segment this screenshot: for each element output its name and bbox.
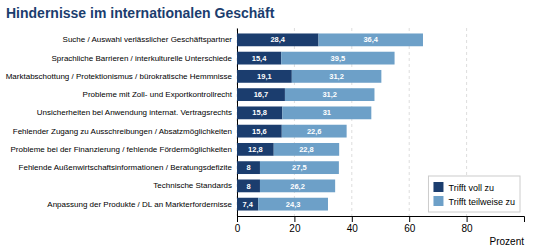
tick-label: 60 — [404, 223, 416, 234]
bar — [281, 52, 394, 65]
legend-item: Trifft voll zu — [433, 182, 494, 193]
bar — [260, 161, 339, 174]
data-label: 8 — [246, 182, 250, 191]
bars — [237, 33, 423, 210]
tick-label: Probleme mit Zoll- und Exportkontrollrec… — [83, 90, 233, 99]
legend-box — [428, 176, 520, 212]
tick-label: Suche / Auswahl verlässlicher Geschäftsp… — [63, 35, 233, 44]
tick: Probleme mit Zoll- und Exportkontrollrec… — [83, 90, 237, 99]
series — [258, 33, 423, 210]
tick: Unsicherheiten bei Anwendung internat. V… — [37, 108, 237, 117]
tick-label: Technische Standards — [153, 181, 232, 190]
data-label: 16,7 — [254, 90, 269, 99]
data-label: 12,8 — [248, 145, 263, 154]
bar — [237, 179, 260, 192]
data-label: 31,2 — [329, 72, 344, 81]
bar — [237, 70, 292, 83]
data-label: 22,8 — [299, 145, 314, 154]
bar — [237, 33, 319, 46]
bar — [237, 143, 274, 156]
tick-label: Unsicherheiten bei Anwendung internat. V… — [37, 108, 232, 117]
bar — [285, 88, 375, 101]
tick-label: Marktabschottung / Protektionismus / bür… — [6, 72, 233, 81]
data-label: 39,5 — [331, 54, 346, 63]
data-label: 15,6 — [252, 127, 267, 136]
data-label: 26,2 — [290, 182, 305, 191]
bar — [260, 179, 335, 192]
data-label: 28,4 — [270, 35, 285, 44]
tick: 40 — [347, 216, 359, 234]
tick-mark — [409, 216, 410, 222]
tick-mark — [294, 216, 295, 222]
tick: Technische Standards — [153, 181, 237, 190]
tick: 80 — [462, 216, 474, 234]
data-label: 27,5 — [292, 163, 307, 172]
legend-swatch — [433, 196, 443, 206]
y-axis: Suche / Auswahl verlässlicher Geschäftsp… — [6, 29, 238, 217]
tick: 60 — [404, 216, 416, 234]
tick: 20 — [289, 216, 301, 234]
grid-line — [409, 28, 410, 216]
tick: Fehlende Außenwirtschaftsinformationen /… — [19, 163, 237, 172]
data-label: 24,3 — [286, 200, 301, 209]
tick: 0 — [235, 216, 241, 234]
data-label: 8 — [246, 163, 250, 172]
data-label: 15,4 — [252, 54, 267, 63]
legend-item: Trifft teilweise zu — [433, 196, 515, 207]
data-label: 19,1 — [257, 72, 272, 81]
tick-mark — [467, 216, 468, 222]
tick: Probleme bei der Finanzierung / fehlende… — [11, 145, 237, 154]
bar — [282, 125, 347, 138]
tick: Sprachliche Barrieren / interkulturelle … — [51, 54, 237, 63]
tick-label: Sprachliche Barrieren / interkulturelle … — [51, 54, 232, 63]
tick: Marktabschottung / Protektionismus / bür… — [6, 72, 237, 81]
x-label: Prozent — [490, 236, 525, 247]
bar — [237, 125, 282, 138]
bar — [237, 161, 260, 174]
data-label: 31,2 — [322, 90, 337, 99]
tick-label: Fehlender Zugang zu Ausschreibungen / Ab… — [13, 127, 232, 136]
legend: Trifft voll zu Trifft teilweise zu — [428, 176, 520, 212]
bar — [237, 106, 282, 119]
tick-label: 0 — [235, 223, 241, 234]
legend-label: Trifft voll zu — [448, 183, 494, 193]
title: Hindernisse im internationalen Geschäft — [6, 5, 275, 21]
data-label: 31 — [323, 108, 331, 117]
bar — [237, 198, 258, 211]
bar — [237, 88, 285, 101]
bar — [237, 52, 281, 65]
tick-label: 20 — [289, 223, 301, 234]
tick: Fehlender Zugang zu Ausschreibungen / Ab… — [13, 127, 237, 136]
tick-label: Fehlende Außenwirtschaftsinformationen /… — [19, 163, 233, 172]
data-label: 36,4 — [363, 35, 378, 44]
bar — [258, 198, 328, 211]
data-label: 7,4 — [242, 200, 253, 209]
tick-label: 40 — [347, 223, 359, 234]
x-axis: 0 20 40 60 80 — [235, 216, 525, 234]
legend-label: Trifft teilweise zu — [448, 197, 515, 207]
data-label: 22,6 — [307, 127, 322, 136]
chart: Hindernisse im internationalen Geschäft 0… — [0, 0, 534, 250]
data-labels: 28,4 15,4 19,1 16,7 15,8 15,6 12,8 8 8 7,4 36,4 39,… — [242, 35, 378, 208]
tick-mark — [237, 216, 238, 222]
tick-mark — [352, 216, 353, 222]
tick: Suche / Auswahl verlässlicher Geschäftsp… — [63, 35, 237, 44]
axis-line — [238, 217, 525, 223]
tick-label: Anpassung der Produkte / DL an Markterfo… — [47, 200, 232, 209]
bar — [319, 33, 423, 46]
bar — [292, 70, 382, 83]
tick-label: Probleme bei der Finanzierung / fehlende… — [11, 145, 232, 154]
bar — [274, 143, 339, 156]
bar — [282, 106, 371, 119]
data-label: 15,8 — [252, 108, 267, 117]
tick-label: 80 — [462, 223, 474, 234]
tick: Anpassung der Produkte / DL an Markterfo… — [47, 200, 237, 209]
legend-swatch — [433, 182, 443, 192]
plot: 0 20 40 60 80 Suche / Auswahl verlässlicher G… — [6, 28, 525, 234]
